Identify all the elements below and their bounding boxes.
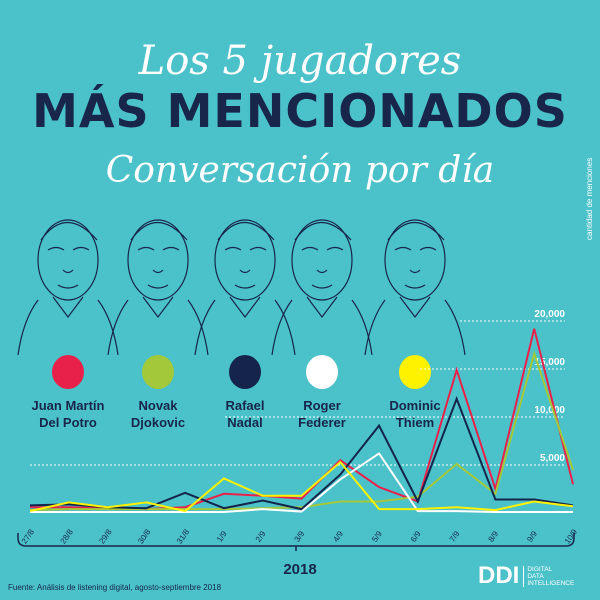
legend-color-dot <box>52 355 84 389</box>
x-tick-label: 31/8 <box>175 527 192 545</box>
x-axis-year: 2018 <box>283 561 317 578</box>
series-line-4 <box>29 460 574 513</box>
series-line-1 <box>29 350 574 512</box>
x-tick-label: 5/9 <box>370 529 384 544</box>
legend-label: Federer <box>298 415 346 430</box>
y-tick-label: 10,000 <box>534 405 565 416</box>
logo-mark: DDI <box>478 562 520 589</box>
legend-color-dot <box>399 355 431 389</box>
title-line-1: Los 5 jugadores <box>138 38 462 84</box>
subtitle: Conversación por día <box>105 150 495 191</box>
x-tick-label: 28/8 <box>59 527 76 545</box>
legend-label: Rafael <box>225 398 265 413</box>
y-axis-label: cantidad de menciones <box>585 157 594 240</box>
title-line-2: MÁS MENCIONADOS <box>32 84 568 138</box>
legend-label: Thiem <box>395 415 435 430</box>
legend-label: Del Potro <box>39 415 97 430</box>
series-line-3 <box>30 452 573 514</box>
x-tick-label: 6/9 <box>409 529 423 544</box>
player-portrait <box>364 219 466 355</box>
source-note: Fuente: Análisis de listening digital, a… <box>8 583 222 592</box>
logo-text-line: DIGITAL <box>527 565 553 573</box>
legend-label: Dominic <box>389 398 441 413</box>
legend-item: Novak Djokovic <box>108 355 208 431</box>
x-tick-label: 2/9 <box>254 529 268 544</box>
series-line-2 <box>29 395 574 511</box>
legend-color-dot <box>306 355 338 389</box>
player-portrait <box>194 219 296 355</box>
line-chart: 5,000 10,000 15,000 20,000 27/8 28/8 29/8 30/8 3… <box>17 309 580 551</box>
legend-item: Rafael Nadal <box>195 355 295 431</box>
legend-color-dot <box>142 355 174 389</box>
legend-label: Djokovic <box>130 415 186 430</box>
x-tick-label: 4/9 <box>331 529 345 544</box>
legend-label: Novak <box>138 398 178 413</box>
series-line-0 <box>30 328 574 511</box>
x-tick-label: 7/9 <box>448 529 462 544</box>
y-tick-label: 5,000 <box>540 453 565 464</box>
x-tick-label: 1/9 <box>215 529 229 544</box>
logo-text-line: INTELLIGENCE <box>527 579 575 587</box>
x-tick-label: 30/8 <box>136 527 153 545</box>
x-tick-label: 8/9 <box>487 529 501 544</box>
player-portrait <box>17 219 119 355</box>
x-tick-label: 10/9 <box>563 527 580 545</box>
legend-color-dot <box>229 355 261 389</box>
x-axis-bracket <box>17 533 575 551</box>
y-tick-label: 20,000 <box>534 309 565 320</box>
legend-label: Nadal <box>227 415 263 430</box>
logo-text: DIGITAL DATA INTELLIGENCE <box>523 565 575 587</box>
x-tick-label: 9/9 <box>525 529 539 544</box>
legend-item: Dominic Thiem <box>365 355 465 431</box>
legend-label: Roger <box>303 398 341 413</box>
y-tick-label: 15,000 <box>534 357 565 368</box>
legend-item: Roger Federer <box>272 355 372 431</box>
x-tick-label: 29/8 <box>97 527 114 545</box>
legend-label: Juan Martín <box>31 398 105 413</box>
x-tick-label: 3/9 <box>293 529 307 544</box>
player-portrait <box>271 219 373 355</box>
legend-item: Juan Martín Del Potro <box>18 355 118 431</box>
player-portrait <box>107 219 209 355</box>
logo-text-line: DATA <box>527 572 544 580</box>
x-tick-label: 27/8 <box>20 527 37 545</box>
ddi-logo: DDI DIGITAL DATA INTELLIGENCE <box>478 562 574 590</box>
